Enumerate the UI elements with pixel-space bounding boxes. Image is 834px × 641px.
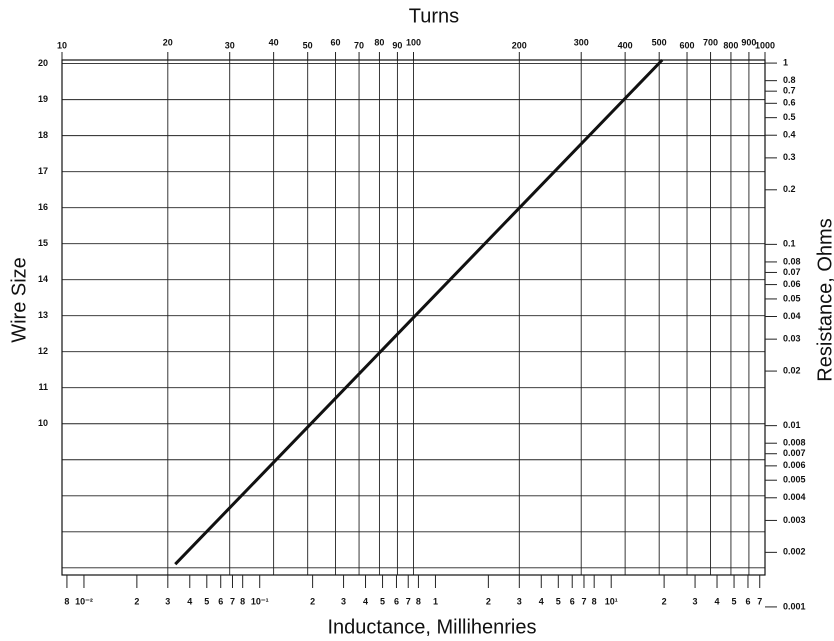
x-tick-label: 5 (732, 596, 737, 606)
x-tick-label: 8 (240, 596, 245, 606)
x-tick-label: 7 (581, 596, 586, 606)
y2-tick-label: 0.07 (783, 267, 801, 277)
x-tick-label: 5 (204, 596, 209, 606)
y2-tick-label: 0.007 (783, 448, 806, 458)
y2-tick-label: 0.8 (783, 75, 796, 85)
x2-tick-label: 60 (331, 37, 341, 47)
x2-tick-label: 900 (741, 37, 756, 47)
x-tick-label: 7 (757, 596, 762, 606)
y-tick-label: 12 (38, 346, 48, 356)
y2-axis-title: Resistance, Ohms (814, 218, 834, 381)
x-tick-label: 7 (230, 596, 235, 606)
x2-tick-label: 600 (680, 40, 695, 50)
x-tick-label: 3 (517, 596, 522, 606)
x-tick-label: 2 (134, 596, 139, 606)
y2-tick-label: 0.4 (783, 130, 796, 140)
x-tick-label: 5 (556, 596, 561, 606)
x-tick-label: 3 (341, 596, 346, 606)
y-tick-label: 10 (38, 418, 48, 428)
y2-tick-label: 0.005 (783, 475, 806, 485)
y2-tick-label: 0.06 (783, 279, 801, 289)
x-tick-label: 6 (394, 596, 399, 606)
x2-tick-label: 700 (703, 37, 718, 47)
x-tick-label: 6 (218, 596, 223, 606)
y-tick-label: 16 (38, 202, 48, 212)
y2-tick-label: 0.006 (783, 460, 806, 470)
y2-tick-label: 0.04 (783, 311, 801, 321)
y-tick-label: 15 (38, 238, 48, 248)
x-tick-label: 2 (662, 596, 667, 606)
x-tick-label: 4 (715, 596, 720, 606)
y2-tick-label: 0.2 (783, 184, 796, 194)
y2-tick-label: 0.008 (783, 438, 806, 448)
x-tick-label: 3 (165, 596, 170, 606)
x2-tick-label: 300 (574, 37, 589, 47)
x2-tick-label: 100 (406, 37, 421, 47)
x-tick-label: 4 (187, 596, 192, 606)
x-tick-label: 10⁻² (75, 596, 93, 606)
x2-tick-label: 10 (57, 40, 67, 50)
x2-tick-label: 80 (374, 37, 384, 47)
y-tick-label: 11 (38, 382, 48, 392)
y2-tick-label: 0.6 (783, 98, 796, 108)
x-axis-title: Inductance, Millihenries (328, 616, 537, 638)
plot-frame (61, 59, 766, 576)
y2-tick-label: 0.7 (783, 86, 796, 96)
x2-tick-label: 50 (303, 40, 313, 50)
y2-tick-label: 0.01 (783, 420, 801, 430)
x2-tick-label: 20 (163, 37, 173, 47)
y2-tick-label: 0.5 (783, 112, 796, 122)
x-tick-label: 3 (693, 596, 698, 606)
y2-tick-label: 0.1 (783, 239, 796, 249)
x-tick-label: 2 (310, 596, 315, 606)
y-axis-title: Wire Size (8, 257, 30, 343)
x-tick-label: 1 (433, 596, 438, 606)
x-tick-label: 6 (745, 596, 750, 606)
x-tick-label: 8 (64, 596, 69, 606)
y-tick-label: 13 (38, 310, 48, 320)
x2-tick-label: 30 (225, 40, 235, 50)
x2-tick-label: 400 (618, 40, 633, 50)
y-tick-label: 19 (38, 94, 48, 104)
x-tick-label: 4 (539, 596, 544, 606)
data-line (174, 58, 664, 566)
y2-tick-label: 1 (783, 57, 788, 67)
y2-tick-label: 0.003 (783, 515, 806, 525)
x-tick-label: 4 (363, 596, 368, 606)
y-tick-label: 18 (38, 130, 48, 140)
x2-tick-label: 90 (392, 40, 402, 50)
x-tick-label: 8 (592, 596, 597, 606)
y2-tick-label: 0.02 (783, 365, 801, 375)
x-tick-label: 10¹ (605, 596, 618, 606)
y2-tick-label: 0.3 (783, 152, 796, 162)
x-tick-label: 2 (486, 596, 491, 606)
y2-tick-label: 0.004 (783, 492, 806, 502)
y-tick-label: 14 (38, 274, 48, 284)
y2-tick-label: 0.05 (783, 293, 801, 303)
top-axis-title: Turns (409, 5, 459, 27)
x-tick-label: 6 (570, 596, 575, 606)
x-tick-label: 7 (406, 596, 411, 606)
x2-tick-label: 70 (354, 40, 364, 50)
x2-tick-label: 500 (652, 37, 667, 47)
y2-tick-label: 0.03 (783, 334, 801, 344)
x-tick-label: 8 (416, 596, 421, 606)
y-tick-label: 20 (38, 58, 48, 68)
x-tick-label: 10⁻¹ (251, 596, 269, 606)
y-tick-label: 17 (38, 166, 48, 176)
y2-tick-label: 0.08 (783, 256, 801, 266)
x-tick-label: 5 (380, 596, 385, 606)
y2-tick-label: 0.001 (783, 601, 806, 611)
y2-tick-label: 0.002 (783, 547, 806, 557)
x2-tick-label: 800 (723, 40, 738, 50)
x2-tick-label: 1000 (755, 40, 775, 50)
x2-tick-label: 40 (269, 37, 279, 47)
x2-tick-label: 200 (512, 40, 527, 50)
